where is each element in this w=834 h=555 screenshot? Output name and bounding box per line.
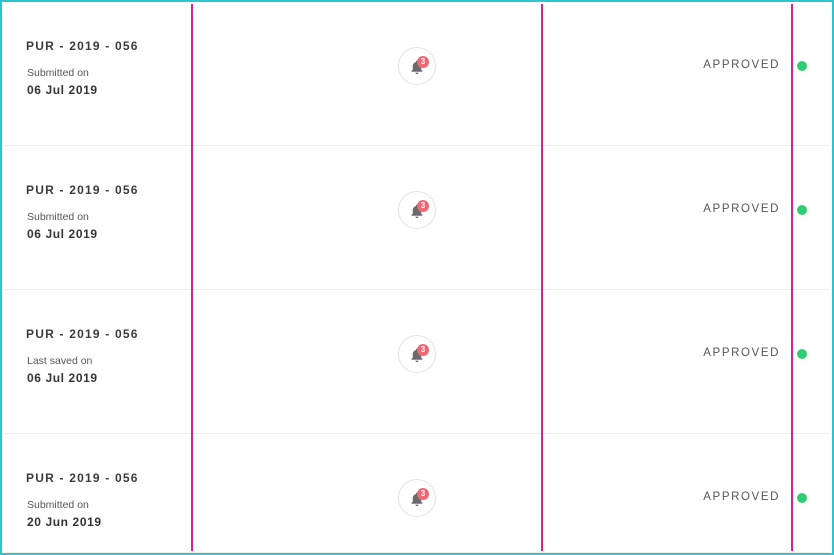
notification-count-badge: 3 (417, 200, 429, 212)
reference-number: PUR - 2019 - 056 (26, 471, 139, 485)
status-label: APPROVED (703, 59, 780, 71)
list-item[interactable]: PUR - 2019 - 056 Submitted on 06 Jul 201… (4, 146, 830, 290)
green-dot-icon (797, 493, 807, 503)
notification-count-badge: 3 (417, 56, 429, 68)
list-item[interactable]: PUR - 2019 - 056 Submitted on 20 Jun 201… (4, 434, 830, 553)
notification-count-badge: 3 (417, 344, 429, 356)
green-dot-icon (797, 205, 807, 215)
meta-date: 06 Jul 2019 (27, 83, 98, 97)
reference-number: PUR - 2019 - 056 (26, 327, 139, 341)
status-label: APPROVED (703, 347, 780, 359)
meta-date: 06 Jul 2019 (27, 227, 98, 241)
meta-label: Last saved on (27, 355, 93, 367)
meta-label: Submitted on (27, 499, 89, 511)
list-item[interactable]: PUR - 2019 - 056 Submitted on 06 Jul 201… (4, 2, 830, 146)
status-label: APPROVED (703, 203, 780, 215)
column-guide-line (541, 4, 543, 551)
reference-number: PUR - 2019 - 056 (26, 183, 139, 197)
meta-date: 06 Jul 2019 (27, 371, 98, 385)
notification-count-badge: 3 (417, 488, 429, 500)
meta-label: Submitted on (27, 67, 89, 79)
list-item[interactable]: PUR - 2019 - 056 Last saved on 06 Jul 20… (4, 290, 830, 434)
column-guide-line (791, 4, 793, 551)
column-guide-line (191, 4, 193, 551)
green-dot-icon (797, 349, 807, 359)
notification-button[interactable]: 3 (398, 335, 436, 373)
notification-button[interactable]: 3 (398, 479, 436, 517)
green-dot-icon (797, 61, 807, 71)
reference-number: PUR - 2019 - 056 (26, 39, 139, 53)
notification-button[interactable]: 3 (398, 47, 436, 85)
notification-button[interactable]: 3 (398, 191, 436, 229)
status-label: APPROVED (703, 491, 780, 503)
meta-date: 20 Jun 2019 (27, 515, 102, 529)
meta-label: Submitted on (27, 211, 89, 223)
